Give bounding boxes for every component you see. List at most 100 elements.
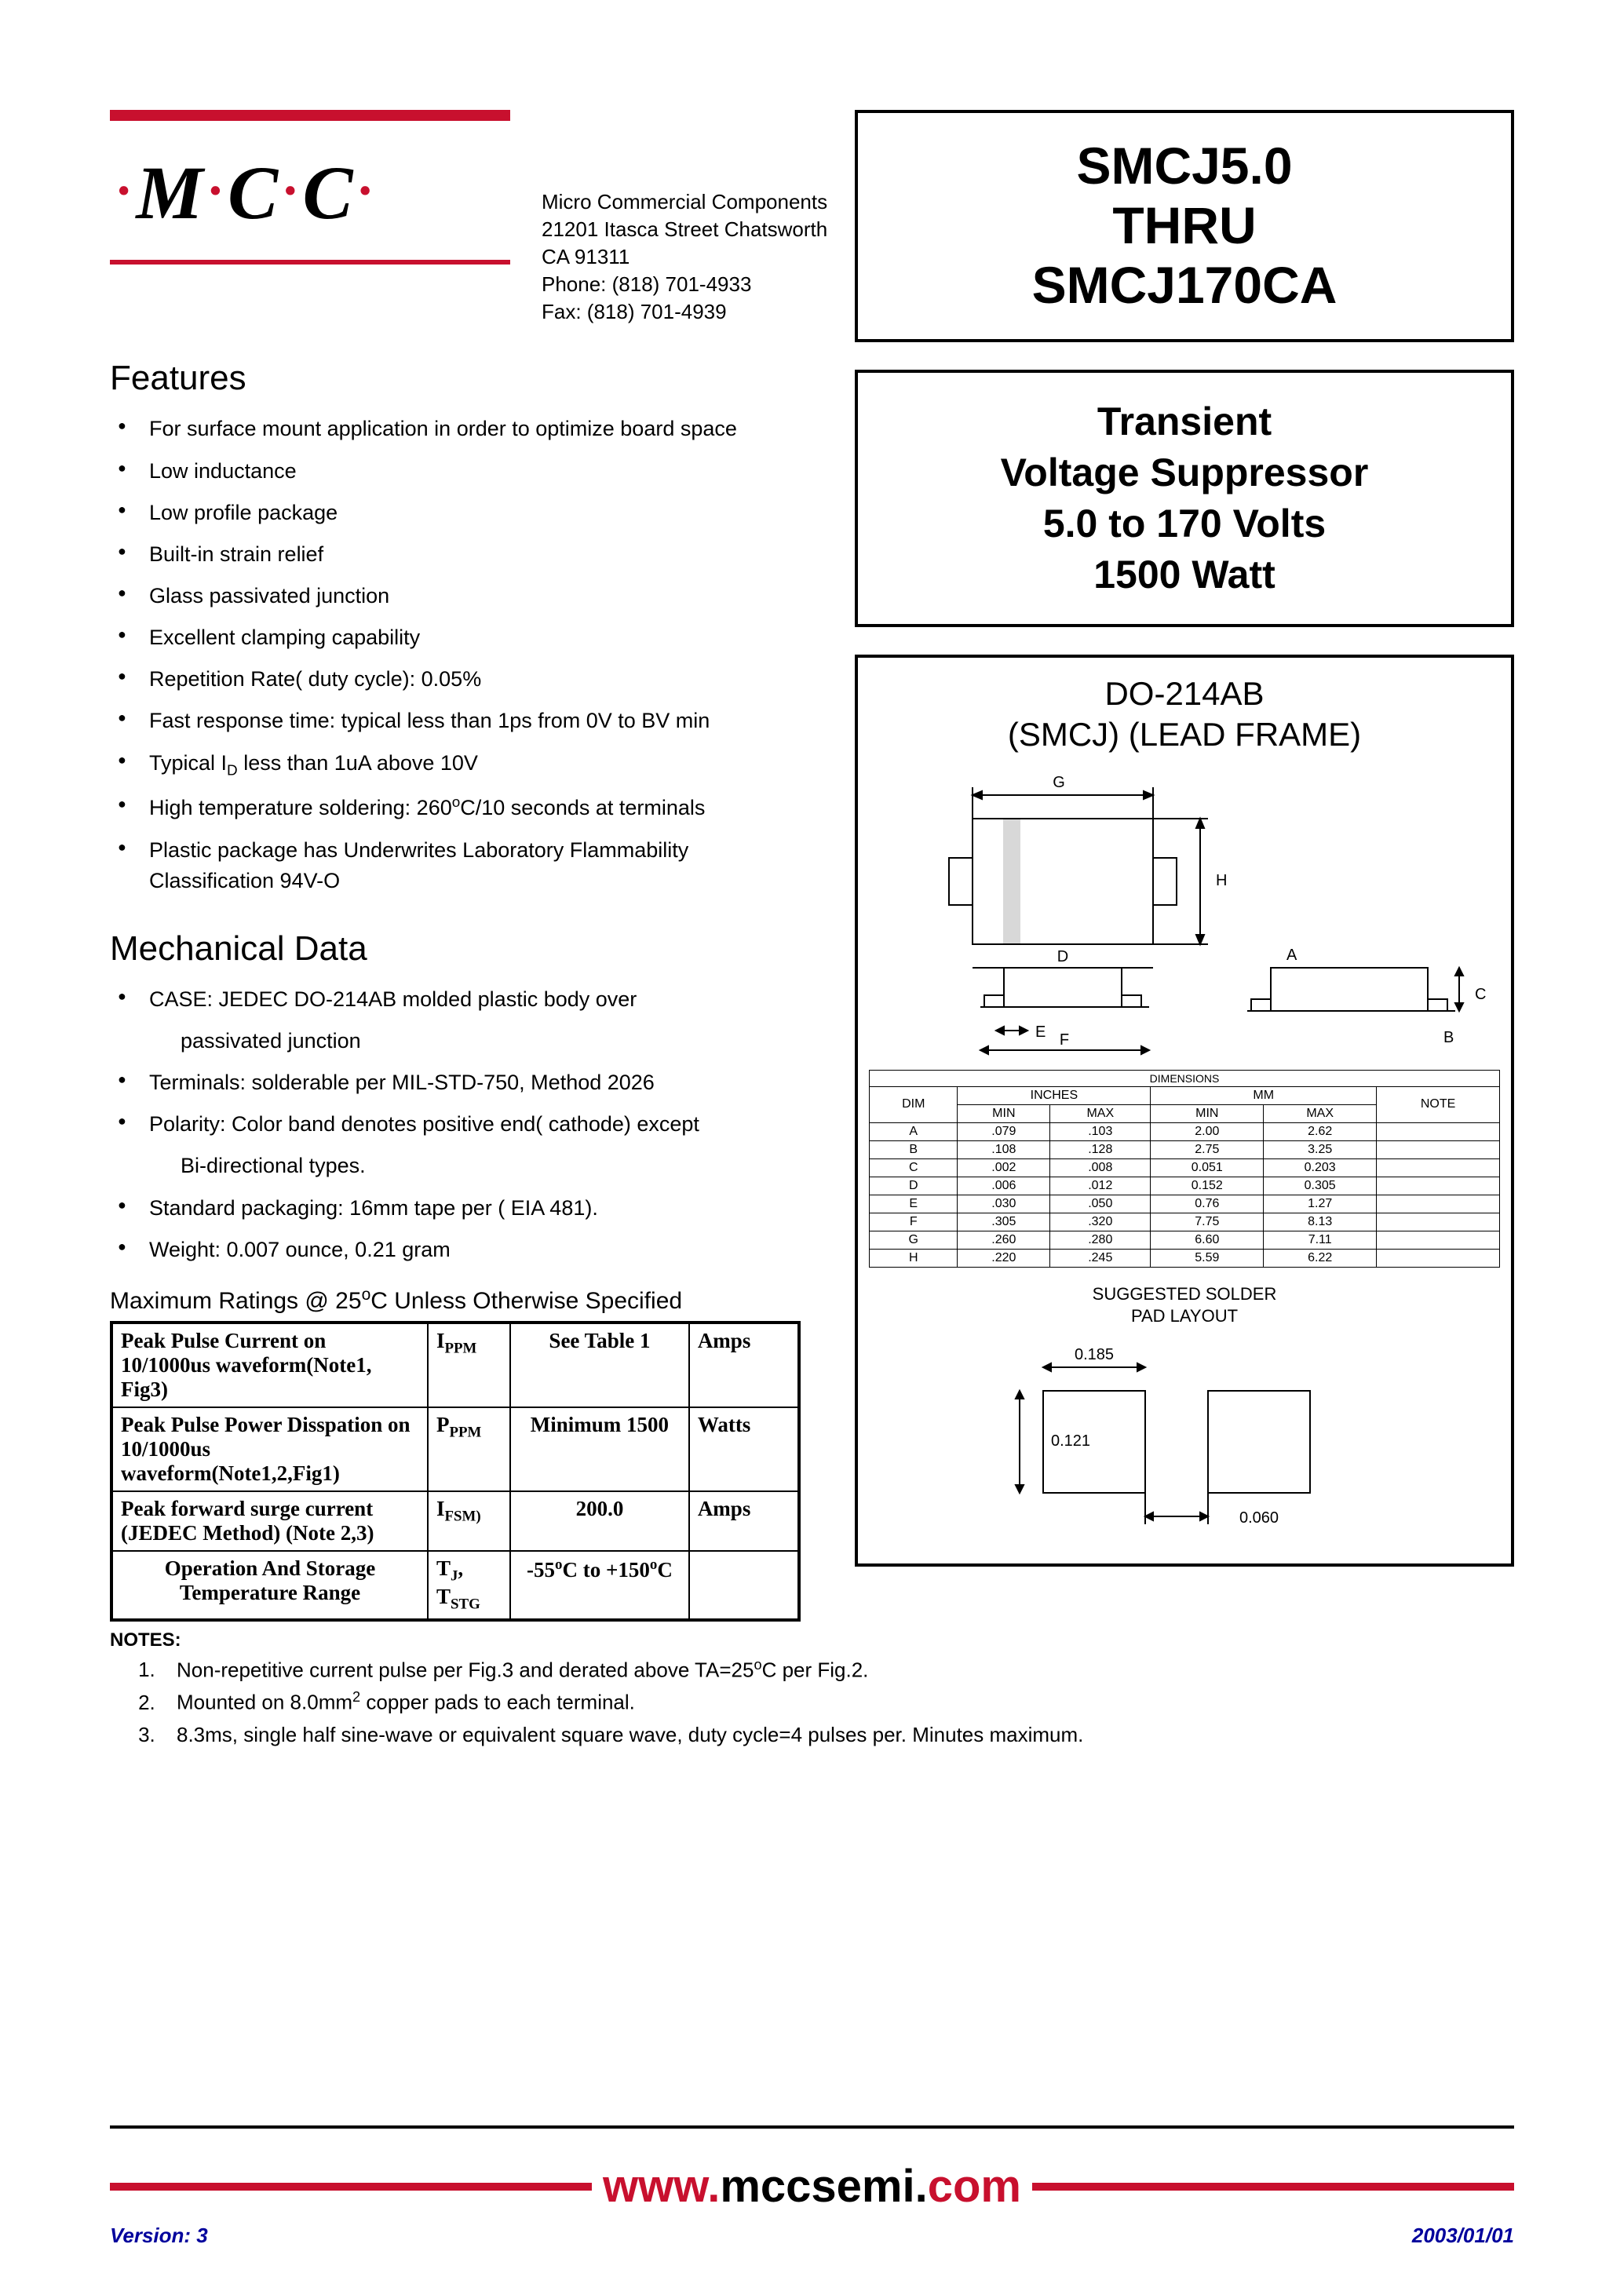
dim-row: D.006.0120.1520.305 bbox=[870, 1177, 1500, 1195]
dim-cell: 0.203 bbox=[1264, 1158, 1377, 1177]
dim-cell bbox=[1377, 1231, 1500, 1249]
dim-cell: .280 bbox=[1050, 1231, 1151, 1249]
mechanical-list: CASE: JEDEC DO-214AB molded plastic body… bbox=[110, 984, 801, 1015]
dim-cell bbox=[1377, 1195, 1500, 1213]
mm-min: MIN bbox=[1151, 1104, 1264, 1122]
url-www: www. bbox=[603, 2161, 720, 2212]
svg-text:0.121: 0.121 bbox=[1051, 1432, 1090, 1450]
inches-col: INCHES bbox=[958, 1086, 1151, 1104]
dim-cell: .006 bbox=[958, 1177, 1050, 1195]
dim-cell: 0.051 bbox=[1151, 1158, 1264, 1177]
rating-param: Peak Pulse Current on 10/1000us waveform… bbox=[111, 1323, 428, 1407]
logo-block: ·M·C·C· bbox=[110, 110, 510, 265]
part-line3: SMCJ170CA bbox=[874, 256, 1495, 316]
dim-cell: 1.27 bbox=[1264, 1195, 1377, 1213]
part-line1: SMCJ5.0 bbox=[874, 137, 1495, 196]
solder-pad-diagram: 0.185 0.121 0.060 bbox=[965, 1328, 1404, 1548]
notes-list: Non-repetitive current pulse per Fig.3 a… bbox=[110, 1655, 1514, 1750]
dim-row: G.260.2806.607.11 bbox=[870, 1231, 1500, 1249]
dim-row: C.002.0080.0510.203 bbox=[870, 1158, 1500, 1177]
feature-item: High temperature soldering: 260oC/10 sec… bbox=[149, 792, 801, 823]
desc-l2: Voltage Suppressor bbox=[874, 447, 1495, 498]
svg-text:D: D bbox=[1057, 948, 1068, 965]
mech-polarity-l2: Bi-directional types. bbox=[110, 1151, 801, 1181]
svg-text:A: A bbox=[1286, 947, 1297, 964]
dim-cell: D bbox=[870, 1177, 958, 1195]
rating-symbol: IPPM bbox=[428, 1323, 510, 1407]
footer: www.mccsemi.com Version: 3 2003/01/01 bbox=[110, 2125, 1514, 2248]
dim-cell: .220 bbox=[958, 1249, 1050, 1267]
rating-unit: Amps bbox=[689, 1491, 799, 1551]
dim-cell: .260 bbox=[958, 1231, 1050, 1249]
desc-l1: Transient bbox=[874, 396, 1495, 447]
logo-top-rule bbox=[110, 110, 510, 121]
mm-col: MM bbox=[1151, 1086, 1377, 1104]
dim-cell: C bbox=[870, 1158, 958, 1177]
rating-unit bbox=[689, 1551, 799, 1620]
note-item: Mounted on 8.0mm2 copper pads to each te… bbox=[161, 1687, 1514, 1718]
svg-text:F: F bbox=[1060, 1031, 1069, 1049]
desc-l3: 5.0 to 170 Volts bbox=[874, 498, 1495, 549]
dim-title: DIMENSIONS bbox=[870, 1070, 1500, 1086]
mechanical-list2: Terminals: solderable per MIL-STD-750, M… bbox=[110, 1067, 801, 1140]
svg-text:B: B bbox=[1443, 1029, 1454, 1046]
mech-weight: Weight: 0.007 ounce, 0.21 gram bbox=[149, 1235, 801, 1265]
company-info: Micro Commercial Components 21201 Itasca… bbox=[542, 188, 827, 326]
in-max: MAX bbox=[1050, 1104, 1151, 1122]
package-title: DO-214AB (SMCJ) (LEAD FRAME) bbox=[869, 673, 1500, 756]
rating-unit: Amps bbox=[689, 1323, 799, 1407]
dim-cell: .128 bbox=[1050, 1140, 1151, 1158]
mech-packaging: Standard packaging: 16mm tape per ( EIA … bbox=[149, 1193, 801, 1224]
dim-cell: E bbox=[870, 1195, 958, 1213]
dim-cell: .008 bbox=[1050, 1158, 1151, 1177]
ratings-heading: Maximum Ratings @ 25oC Unless Otherwise … bbox=[110, 1286, 801, 1315]
dim-cell bbox=[1377, 1158, 1500, 1177]
mm-max: MAX bbox=[1264, 1104, 1377, 1122]
rating-param: Peak forward surge current (JEDEC Method… bbox=[111, 1491, 428, 1551]
mech-polarity: Polarity: Color band denotes positive en… bbox=[149, 1109, 801, 1140]
notes-section: NOTES: Non-repetitive current pulse per … bbox=[110, 1629, 1514, 1750]
dim-cell: 2.75 bbox=[1151, 1140, 1264, 1158]
feature-item: Fast response time: typical less than 1p… bbox=[149, 706, 801, 736]
svg-text:C: C bbox=[1475, 986, 1486, 1003]
dim-cell: 7.75 bbox=[1151, 1213, 1264, 1231]
mechanical-heading: Mechanical Data bbox=[110, 929, 801, 969]
dim-cell: 6.60 bbox=[1151, 1231, 1264, 1249]
feature-item: Typical ID less than 1uA above 10V bbox=[149, 748, 801, 782]
svg-text:E: E bbox=[1035, 1023, 1046, 1041]
mcc-logo: ·M·C·C· bbox=[110, 144, 510, 244]
feature-item: Glass passivated junction bbox=[149, 581, 801, 611]
note-item: Non-repetitive current pulse per Fig.3 a… bbox=[161, 1655, 1514, 1686]
svg-text:0.060: 0.060 bbox=[1239, 1509, 1279, 1527]
dim-cell: .050 bbox=[1050, 1195, 1151, 1213]
feature-item: Plastic package has Underwrites Laborato… bbox=[149, 835, 801, 896]
part-line2: THRU bbox=[874, 196, 1495, 256]
svg-text:0.185: 0.185 bbox=[1075, 1346, 1114, 1363]
feature-item: Repetition Rate( duty cycle): 0.05% bbox=[149, 664, 801, 695]
url-mccsemi: mccsemi bbox=[720, 2161, 914, 2212]
company-addr1: 21201 Itasca Street Chatsworth bbox=[542, 216, 827, 243]
table-row: Peak Pulse Power Disspation on 10/1000us… bbox=[111, 1407, 799, 1491]
dim-row: A.079.1032.002.62 bbox=[870, 1122, 1500, 1140]
mech-case: CASE: JEDEC DO-214AB molded plastic body… bbox=[149, 984, 801, 1015]
company-phone: Phone: (818) 701-4933 bbox=[542, 271, 827, 298]
rating-unit: Watts bbox=[689, 1407, 799, 1491]
dim-cell bbox=[1377, 1213, 1500, 1231]
dim-cell: 2.00 bbox=[1151, 1122, 1264, 1140]
dim-cell: .030 bbox=[958, 1195, 1050, 1213]
dim-row: F.305.3207.758.13 bbox=[870, 1213, 1500, 1231]
dim-cell: F bbox=[870, 1213, 958, 1231]
dim-cell: 0.305 bbox=[1264, 1177, 1377, 1195]
rating-symbol: IFSM) bbox=[428, 1491, 510, 1551]
dim-cell bbox=[1377, 1140, 1500, 1158]
solder-l2: PAD LAYOUT bbox=[1131, 1306, 1238, 1326]
dim-cell: .012 bbox=[1050, 1177, 1151, 1195]
rating-value: 200.0 bbox=[510, 1491, 689, 1551]
mech-terminals: Terminals: solderable per MIL-STD-750, M… bbox=[149, 1067, 801, 1098]
logo-bottom-rule bbox=[110, 260, 510, 265]
dim-cell: 8.13 bbox=[1264, 1213, 1377, 1231]
company-fax: Fax: (818) 701-4939 bbox=[542, 298, 827, 326]
footer-version: Version: 3 bbox=[110, 2224, 208, 2248]
table-row: Operation And Storage Temperature Range … bbox=[111, 1551, 799, 1620]
dim-cell: .103 bbox=[1050, 1122, 1151, 1140]
